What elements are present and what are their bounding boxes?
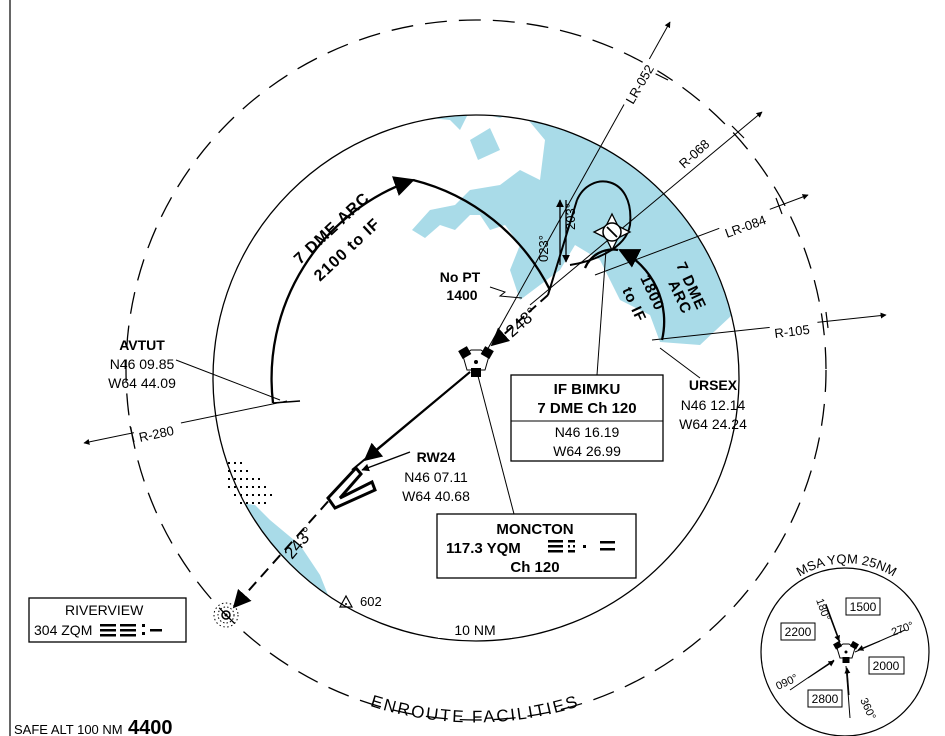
riverview-morse-ident bbox=[100, 624, 162, 637]
avtut-arc-label: 7 DME ARC 2100 to IF bbox=[291, 190, 384, 285]
ursex-arc-track bbox=[618, 248, 666, 341]
svg-text:W64 26.99: W64 26.99 bbox=[553, 443, 621, 459]
obstacle-elevation: 602 bbox=[360, 594, 382, 609]
svg-text:304 ZQM: 304 ZQM bbox=[34, 622, 92, 638]
svg-text:IF BIMKU: IF BIMKU bbox=[554, 381, 621, 398]
svg-text:1500: 1500 bbox=[850, 600, 877, 614]
svg-text:2000: 2000 bbox=[873, 659, 900, 673]
svg-text:Ch 120: Ch 120 bbox=[510, 559, 559, 576]
safe-alt-value: 4400 bbox=[128, 717, 173, 736]
terrain-dot-pattern bbox=[228, 462, 272, 504]
avtut-lon: W64 44.09 bbox=[108, 375, 176, 391]
ursex-lon: W64 24.24 bbox=[679, 416, 747, 432]
radial-lr084-label: LR-084 bbox=[723, 212, 768, 241]
svg-text:RIVERVIEW: RIVERVIEW bbox=[65, 602, 144, 618]
svg-text:2200: 2200 bbox=[785, 625, 812, 639]
ursex-name: URSEX bbox=[689, 377, 738, 393]
svg-text:2800: 2800 bbox=[812, 692, 839, 706]
avtut-arc-track bbox=[270, 176, 415, 404]
moncton-vortac-icon bbox=[458, 346, 494, 377]
radial-r068-label: R-068 bbox=[676, 136, 712, 171]
ring-10nm bbox=[212, 114, 740, 642]
bimku-fix-symbol bbox=[592, 212, 632, 252]
radial-r105-label: R-105 bbox=[774, 322, 811, 341]
no-pt-altitude: 1400 bbox=[446, 287, 477, 303]
riverview-box: RIVERVIEW 304 ZQM bbox=[28, 597, 187, 643]
no-pt-label: No PT bbox=[440, 269, 481, 285]
radial-lines bbox=[83, 21, 887, 445]
svg-text:7 DME Ch 120: 7 DME Ch 120 bbox=[537, 400, 636, 417]
hold-outbound-bearing: 023° bbox=[536, 235, 551, 262]
avtut-lat: N46 09.85 bbox=[110, 356, 175, 372]
rw24-runway-icon bbox=[326, 465, 377, 510]
inbound-bearing: 248° bbox=[502, 304, 541, 341]
ring-enroute bbox=[125, 19, 827, 721]
rw24-name: RW24 bbox=[417, 449, 456, 465]
ring-10nm-label: 10 NM bbox=[454, 622, 495, 638]
rw24-lat: N46 07.11 bbox=[404, 469, 468, 485]
msa-diagram: MSA YQM 25NM 1500 180° 2000 270° 2800 36… bbox=[760, 551, 930, 736]
safe-alt-label: SAFE ALT 100 NM bbox=[14, 722, 123, 736]
svg-text:N46 16.19: N46 16.19 bbox=[555, 424, 620, 440]
radial-r280-label: R-280 bbox=[138, 423, 176, 445]
svg-text:MONCTON: MONCTON bbox=[496, 521, 573, 538]
avtut-name: AVTUT bbox=[119, 337, 165, 353]
riverview-ndb-icon bbox=[213, 602, 239, 628]
ursex-lat: N46 12.14 bbox=[681, 397, 746, 413]
hold-track bbox=[569, 180, 632, 266]
obstacle-icon bbox=[338, 594, 354, 608]
moncton-morse-ident bbox=[548, 540, 615, 553]
enroute-facilities-label: ENROUTE FACILITIES bbox=[369, 691, 582, 726]
if-bimku-box: IF BIMKU 7 DME Ch 120 N46 16.19 W64 26.9… bbox=[510, 249, 664, 462]
rw24-lon: W64 40.68 bbox=[402, 488, 470, 504]
avtut-arc-continue bbox=[412, 178, 552, 291]
hold-inbound-bearing: 203° bbox=[563, 203, 578, 230]
inbound-course bbox=[490, 294, 549, 347]
moncton-box: MONCTON 117.3 YQM Ch 120 bbox=[436, 375, 637, 579]
svg-text:117.3 YQM: 117.3 YQM bbox=[446, 540, 521, 557]
